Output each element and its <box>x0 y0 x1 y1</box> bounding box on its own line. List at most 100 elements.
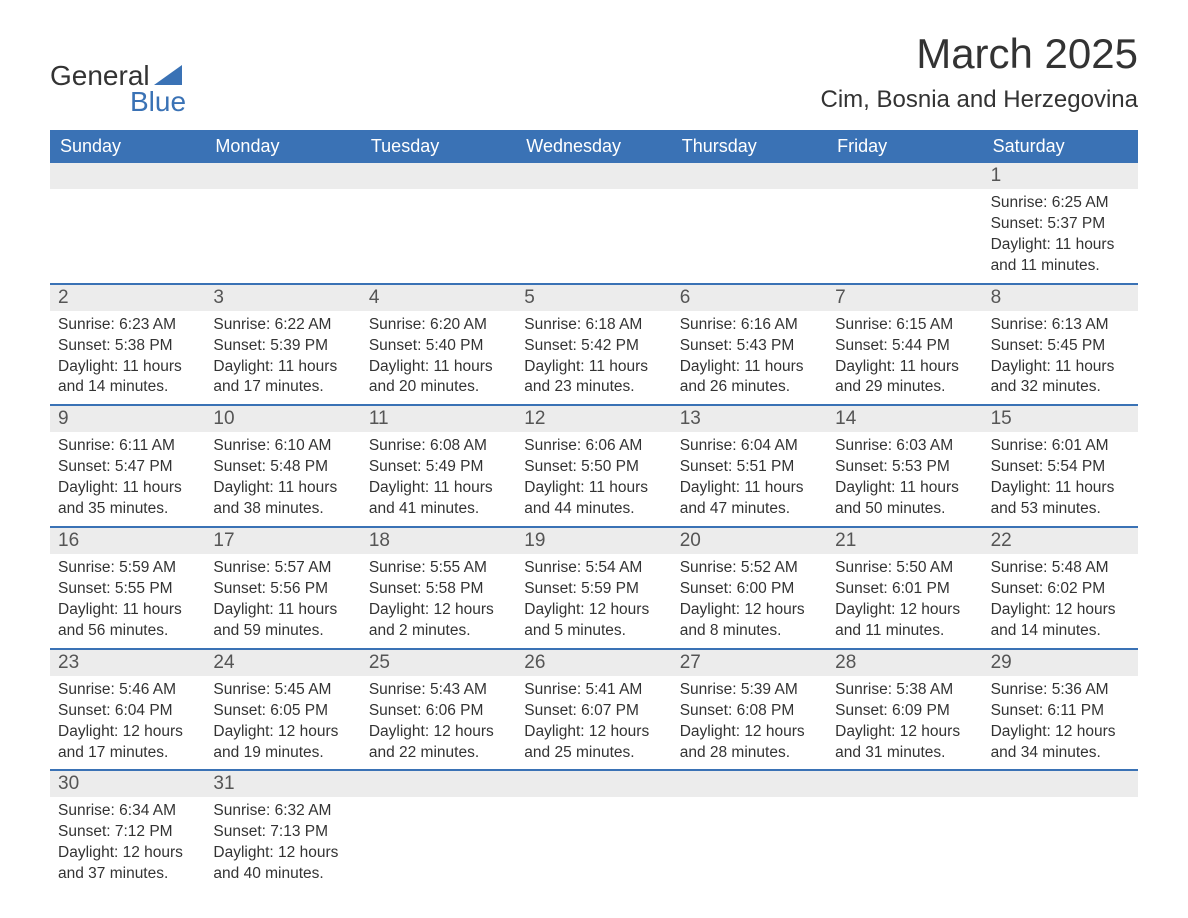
col-header: Tuesday <box>361 130 516 163</box>
day-details <box>827 189 982 283</box>
sunset-text: Sunset: 6:00 PM <box>680 579 819 600</box>
day-details: Sunrise: 6:04 AMSunset: 5:51 PMDaylight:… <box>672 432 827 526</box>
day-details: Sunrise: 5:41 AMSunset: 6:07 PMDaylight:… <box>516 676 671 770</box>
sunset-text: Sunset: 5:59 PM <box>524 579 663 600</box>
week-row: 2345678Sunrise: 6:23 AMSunset: 5:38 PMDa… <box>50 283 1138 405</box>
sunrise-text: Sunrise: 5:43 AM <box>369 680 508 701</box>
day-number: 8 <box>983 285 1138 311</box>
sunset-text: Sunset: 5:40 PM <box>369 336 508 357</box>
day-details <box>827 797 982 891</box>
daylight-text: Daylight: 12 hours and 22 minutes. <box>369 722 508 764</box>
sunset-text: Sunset: 5:49 PM <box>369 457 508 478</box>
day-number: 29 <box>983 650 1138 676</box>
daylight-text: Daylight: 12 hours and 17 minutes. <box>58 722 197 764</box>
day-number: 18 <box>361 528 516 554</box>
day-details: Sunrise: 6:03 AMSunset: 5:53 PMDaylight:… <box>827 432 982 526</box>
daylight-text: Daylight: 12 hours and 11 minutes. <box>835 600 974 642</box>
week-row: 16171819202122Sunrise: 5:59 AMSunset: 5:… <box>50 526 1138 648</box>
daylight-text: Daylight: 11 hours and 38 minutes. <box>213 478 352 520</box>
day-details <box>516 797 671 891</box>
day-details <box>983 797 1138 891</box>
day-number: 20 <box>672 528 827 554</box>
day-detail-row: Sunrise: 5:59 AMSunset: 5:55 PMDaylight:… <box>50 554 1138 648</box>
day-number: 14 <box>827 406 982 432</box>
daylight-text: Daylight: 12 hours and 25 minutes. <box>524 722 663 764</box>
day-number <box>205 163 360 189</box>
month-title: March 2025 <box>821 30 1139 78</box>
day-number <box>672 163 827 189</box>
sunrise-text: Sunrise: 6:06 AM <box>524 436 663 457</box>
day-details: Sunrise: 5:59 AMSunset: 5:55 PMDaylight:… <box>50 554 205 648</box>
daylight-text: Daylight: 12 hours and 34 minutes. <box>991 722 1130 764</box>
sunset-text: Sunset: 6:07 PM <box>524 701 663 722</box>
daylight-text: Daylight: 11 hours and 41 minutes. <box>369 478 508 520</box>
day-number <box>827 771 982 797</box>
sunrise-text: Sunrise: 5:50 AM <box>835 558 974 579</box>
daylight-text: Daylight: 12 hours and 28 minutes. <box>680 722 819 764</box>
day-number: 5 <box>516 285 671 311</box>
day-number: 15 <box>983 406 1138 432</box>
daylight-text: Daylight: 12 hours and 37 minutes. <box>58 843 197 885</box>
day-number <box>50 163 205 189</box>
sunrise-text: Sunrise: 6:25 AM <box>991 193 1130 214</box>
day-number: 28 <box>827 650 982 676</box>
sunrise-text: Sunrise: 6:11 AM <box>58 436 197 457</box>
day-details: Sunrise: 5:52 AMSunset: 6:00 PMDaylight:… <box>672 554 827 648</box>
sunset-text: Sunset: 5:48 PM <box>213 457 352 478</box>
sunset-text: Sunset: 5:55 PM <box>58 579 197 600</box>
daylight-text: Daylight: 12 hours and 8 minutes. <box>680 600 819 642</box>
day-detail-row: Sunrise: 6:34 AMSunset: 7:12 PMDaylight:… <box>50 797 1138 891</box>
day-number: 21 <box>827 528 982 554</box>
day-details: Sunrise: 5:46 AMSunset: 6:04 PMDaylight:… <box>50 676 205 770</box>
title-block: March 2025 Cim, Bosnia and Herzegovina <box>821 30 1139 114</box>
day-details: Sunrise: 6:01 AMSunset: 5:54 PMDaylight:… <box>983 432 1138 526</box>
sunrise-text: Sunrise: 5:52 AM <box>680 558 819 579</box>
day-number: 4 <box>361 285 516 311</box>
week-row: 3031Sunrise: 6:34 AMSunset: 7:12 PMDayli… <box>50 769 1138 891</box>
day-number: 31 <box>205 771 360 797</box>
sunrise-text: Sunrise: 5:45 AM <box>213 680 352 701</box>
weeks-container: 1Sunrise: 6:25 AMSunset: 5:37 PMDaylight… <box>50 163 1138 891</box>
daylight-text: Daylight: 11 hours and 17 minutes. <box>213 357 352 399</box>
day-number: 10 <box>205 406 360 432</box>
day-number-row: 9101112131415 <box>50 406 1138 432</box>
day-number: 12 <box>516 406 671 432</box>
week-row: 9101112131415Sunrise: 6:11 AMSunset: 5:4… <box>50 404 1138 526</box>
sunrise-text: Sunrise: 6:23 AM <box>58 315 197 336</box>
day-number: 2 <box>50 285 205 311</box>
day-detail-row: Sunrise: 6:11 AMSunset: 5:47 PMDaylight:… <box>50 432 1138 526</box>
sunrise-text: Sunrise: 6:10 AM <box>213 436 352 457</box>
sunrise-text: Sunrise: 6:16 AM <box>680 315 819 336</box>
daylight-text: Daylight: 12 hours and 31 minutes. <box>835 722 974 764</box>
daylight-text: Daylight: 11 hours and 44 minutes. <box>524 478 663 520</box>
day-details: Sunrise: 5:50 AMSunset: 6:01 PMDaylight:… <box>827 554 982 648</box>
day-number-row: 2345678 <box>50 285 1138 311</box>
page-header: General Blue March 2025 Cim, Bosnia and … <box>50 30 1138 118</box>
day-number: 13 <box>672 406 827 432</box>
col-header: Monday <box>205 130 360 163</box>
sunrise-text: Sunrise: 6:04 AM <box>680 436 819 457</box>
day-details: Sunrise: 5:57 AMSunset: 5:56 PMDaylight:… <box>205 554 360 648</box>
col-header: Saturday <box>983 130 1138 163</box>
sunset-text: Sunset: 6:05 PM <box>213 701 352 722</box>
sunrise-text: Sunrise: 6:22 AM <box>213 315 352 336</box>
daylight-text: Daylight: 11 hours and 59 minutes. <box>213 600 352 642</box>
sunset-text: Sunset: 5:50 PM <box>524 457 663 478</box>
daylight-text: Daylight: 11 hours and 29 minutes. <box>835 357 974 399</box>
day-number <box>516 771 671 797</box>
day-details: Sunrise: 6:06 AMSunset: 5:50 PMDaylight:… <box>516 432 671 526</box>
day-detail-row: Sunrise: 6:23 AMSunset: 5:38 PMDaylight:… <box>50 311 1138 405</box>
col-header: Wednesday <box>516 130 671 163</box>
sunrise-text: Sunrise: 6:13 AM <box>991 315 1130 336</box>
day-number: 6 <box>672 285 827 311</box>
col-header: Thursday <box>672 130 827 163</box>
daylight-text: Daylight: 11 hours and 47 minutes. <box>680 478 819 520</box>
sunset-text: Sunset: 5:43 PM <box>680 336 819 357</box>
day-details: Sunrise: 5:36 AMSunset: 6:11 PMDaylight:… <box>983 676 1138 770</box>
daylight-text: Daylight: 11 hours and 23 minutes. <box>524 357 663 399</box>
day-number-row: 16171819202122 <box>50 528 1138 554</box>
sunrise-text: Sunrise: 5:36 AM <box>991 680 1130 701</box>
sunrise-text: Sunrise: 6:03 AM <box>835 436 974 457</box>
sunrise-text: Sunrise: 5:48 AM <box>991 558 1130 579</box>
day-details: Sunrise: 6:10 AMSunset: 5:48 PMDaylight:… <box>205 432 360 526</box>
